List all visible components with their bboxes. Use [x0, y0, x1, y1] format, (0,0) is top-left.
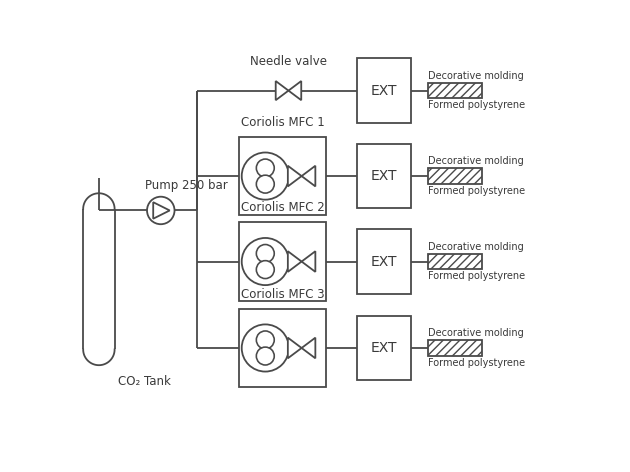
- Bar: [239, 309, 326, 388]
- Circle shape: [147, 197, 175, 224]
- Bar: [428, 253, 482, 270]
- Text: EXT: EXT: [371, 169, 398, 183]
- Bar: [428, 340, 482, 356]
- Text: EXT: EXT: [371, 254, 398, 269]
- Circle shape: [256, 261, 274, 278]
- Text: EXT: EXT: [371, 84, 398, 98]
- Circle shape: [256, 175, 274, 193]
- Circle shape: [256, 159, 274, 177]
- Text: Needle valve: Needle valve: [250, 55, 327, 68]
- Text: Decorative molding: Decorative molding: [428, 242, 524, 252]
- Polygon shape: [276, 81, 289, 100]
- Bar: [428, 83, 482, 99]
- Text: CO₂ Tank: CO₂ Tank: [118, 375, 171, 388]
- Text: Formed polystyrene: Formed polystyrene: [428, 358, 525, 368]
- Polygon shape: [302, 251, 316, 272]
- Text: Formed polystyrene: Formed polystyrene: [428, 186, 525, 196]
- Bar: [239, 137, 326, 215]
- Polygon shape: [288, 251, 302, 272]
- Polygon shape: [302, 337, 316, 358]
- Text: Decorative molding: Decorative molding: [428, 156, 524, 166]
- Bar: [428, 168, 482, 184]
- Text: Formed polystyrene: Formed polystyrene: [428, 101, 525, 110]
- Text: Coriolis MFC 1: Coriolis MFC 1: [241, 116, 324, 129]
- Circle shape: [256, 347, 274, 365]
- Circle shape: [242, 238, 289, 285]
- Bar: [239, 222, 326, 301]
- Circle shape: [242, 152, 289, 200]
- Text: Formed polystyrene: Formed polystyrene: [428, 271, 525, 281]
- Polygon shape: [153, 202, 169, 219]
- Bar: [357, 229, 411, 294]
- Circle shape: [242, 324, 289, 371]
- Text: Coriolis MFC 2: Coriolis MFC 2: [241, 202, 324, 214]
- Polygon shape: [288, 337, 302, 358]
- Bar: [357, 316, 411, 380]
- Text: Coriolis MFC 3: Coriolis MFC 3: [241, 288, 324, 301]
- Bar: [357, 58, 411, 123]
- Text: Pump 250 bar: Pump 250 bar: [145, 179, 228, 192]
- Bar: [357, 143, 411, 209]
- Circle shape: [256, 244, 274, 262]
- Polygon shape: [289, 81, 301, 100]
- Polygon shape: [288, 166, 302, 186]
- Circle shape: [256, 331, 274, 349]
- Text: Decorative molding: Decorative molding: [428, 328, 524, 338]
- Polygon shape: [302, 166, 316, 186]
- Text: EXT: EXT: [371, 341, 398, 355]
- Text: Decorative molding: Decorative molding: [428, 71, 524, 81]
